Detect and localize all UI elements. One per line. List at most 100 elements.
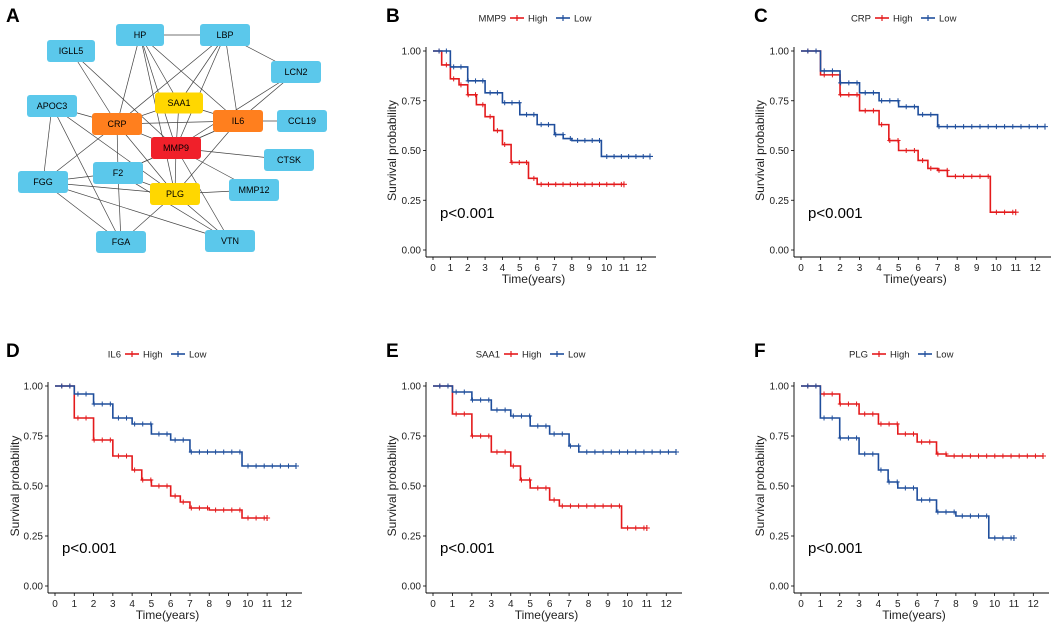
- censor-mark-low: [911, 104, 917, 110]
- network-node-label: HP: [134, 30, 147, 40]
- x-tick-label: 5: [527, 599, 533, 610]
- censor-mark-low: [838, 80, 844, 86]
- censor-mark-low: [837, 435, 843, 441]
- censor-mark-high: [894, 421, 900, 427]
- censor-mark-high: [124, 453, 130, 459]
- censor-mark-high: [1000, 453, 1006, 459]
- censor-mark-high: [253, 515, 259, 521]
- network-node-fga: FGA: [96, 231, 146, 253]
- network-node-vtn: VTN: [205, 230, 255, 252]
- panel-letter-a: A: [6, 6, 20, 27]
- y-axis-title: Survival probability: [8, 436, 22, 537]
- censor-mark-low: [575, 138, 581, 144]
- network-nodes: HP LBP IGLL5 LCN2 SAA1 APOC3 CRP IL6 CCL19 MMP9 CT…: [18, 24, 327, 253]
- censor-mark-high: [478, 433, 484, 439]
- x-tick-label: 9: [586, 263, 592, 274]
- network-node-plg: PLG: [150, 183, 200, 205]
- network-edge: [42, 181, 231, 242]
- x-tick-label: 8: [569, 263, 575, 274]
- network-node-ccl19: CCL19: [277, 110, 327, 132]
- censor-mark-end: [1042, 123, 1048, 130]
- x-tick-label: 10: [601, 263, 613, 274]
- censor-mark-end: [1010, 535, 1017, 541]
- censor-mark-high: [543, 485, 549, 491]
- censor-mark-low: [115, 415, 121, 421]
- censor-mark-high: [846, 92, 852, 98]
- censor-mark-low: [878, 467, 884, 473]
- censor-mark-high: [854, 92, 860, 98]
- survival-charts: 0.000.250.500.751.000 1 2 3 4 5 6 7 8 9 10 11 12Time…: [8, 14, 1051, 622]
- censor-mark-low: [903, 104, 909, 110]
- censor-mark-high: [213, 507, 219, 513]
- censor-mark-high: [625, 525, 631, 531]
- censor-mark-high: [567, 181, 573, 187]
- censor-mark-high: [245, 515, 251, 521]
- censor-mark-low: [936, 124, 942, 130]
- x-tick-label: 4: [876, 599, 882, 610]
- censor-mark-low: [510, 413, 516, 419]
- censor-mark-low: [1034, 124, 1040, 130]
- censor-mark-low: [649, 449, 655, 455]
- x-tick-label: 3: [110, 599, 116, 610]
- x-tick-label: 6: [915, 263, 921, 274]
- censor-mark-low: [951, 509, 957, 515]
- censor-mark-low: [253, 463, 259, 469]
- network-node-label: SAA1: [167, 98, 190, 108]
- network-node-mmp9: MMP9: [151, 137, 201, 159]
- y-tick-label: 0.50: [24, 482, 44, 493]
- x-tick-label: 3: [856, 599, 862, 610]
- legend-title: SAA1: [476, 350, 500, 361]
- censor-mark-low: [172, 437, 178, 443]
- network-node-label: FGG: [33, 177, 53, 187]
- censor-mark-low: [600, 449, 606, 455]
- censor-mark-low: [245, 463, 251, 469]
- censor-mark-high: [984, 453, 990, 459]
- censor-mark-low: [625, 449, 631, 455]
- censor-mark-high: [879, 122, 885, 128]
- censor-mark-high: [895, 138, 901, 144]
- censor-mark-high: [494, 128, 500, 134]
- x-tick-label: 11: [1009, 599, 1020, 610]
- censor-mark-low: [618, 153, 624, 159]
- network-edge: [224, 34, 239, 122]
- censor-mark-high: [920, 157, 926, 163]
- censor-mark-high: [862, 108, 868, 114]
- censor-mark-low: [967, 513, 973, 519]
- network-node-box: [213, 110, 263, 132]
- censor-mark-high: [976, 453, 982, 459]
- network-node-f2: F2: [93, 162, 143, 184]
- censor-mark-low: [59, 383, 65, 389]
- censor-mark-low: [992, 535, 998, 541]
- x-tick-label: 11: [619, 263, 630, 274]
- censor-mark-low: [928, 112, 934, 118]
- censor-mark-low: [854, 435, 860, 441]
- censor-mark-low: [75, 391, 81, 397]
- censor-mark-low: [1000, 535, 1006, 541]
- y-tick-label: 0.50: [770, 482, 790, 493]
- censor-mark-high: [502, 142, 508, 148]
- censor-mark-high: [961, 173, 967, 179]
- x-tick-label: 6: [168, 599, 174, 610]
- x-tick-label: 6: [534, 263, 540, 274]
- panel-letter-f: F: [754, 341, 766, 362]
- censor-mark-high: [551, 497, 557, 503]
- censor-mark-high: [518, 477, 524, 483]
- censor-mark-low: [443, 48, 449, 54]
- censor-mark-low: [445, 383, 451, 389]
- censor-mark-high: [870, 108, 876, 114]
- x-tick-label: 5: [517, 263, 523, 274]
- censor-mark-high: [469, 433, 475, 439]
- censor-mark-high: [115, 453, 121, 459]
- panel-letter-e: E: [386, 341, 399, 362]
- censor-mark-low: [277, 463, 283, 469]
- y-tick-label: 1.00: [770, 382, 790, 393]
- p-value-label: p<0.001: [808, 205, 863, 222]
- censor-mark-high: [180, 499, 186, 505]
- censor-mark-high: [600, 503, 606, 509]
- censor-mark-low: [551, 431, 557, 437]
- censor-mark-high: [473, 92, 479, 98]
- censor-mark-high: [927, 439, 933, 445]
- y-tick-label: 1.00: [770, 47, 790, 58]
- y-tick-label: 0.00: [770, 582, 790, 593]
- censor-mark-end: [293, 463, 299, 469]
